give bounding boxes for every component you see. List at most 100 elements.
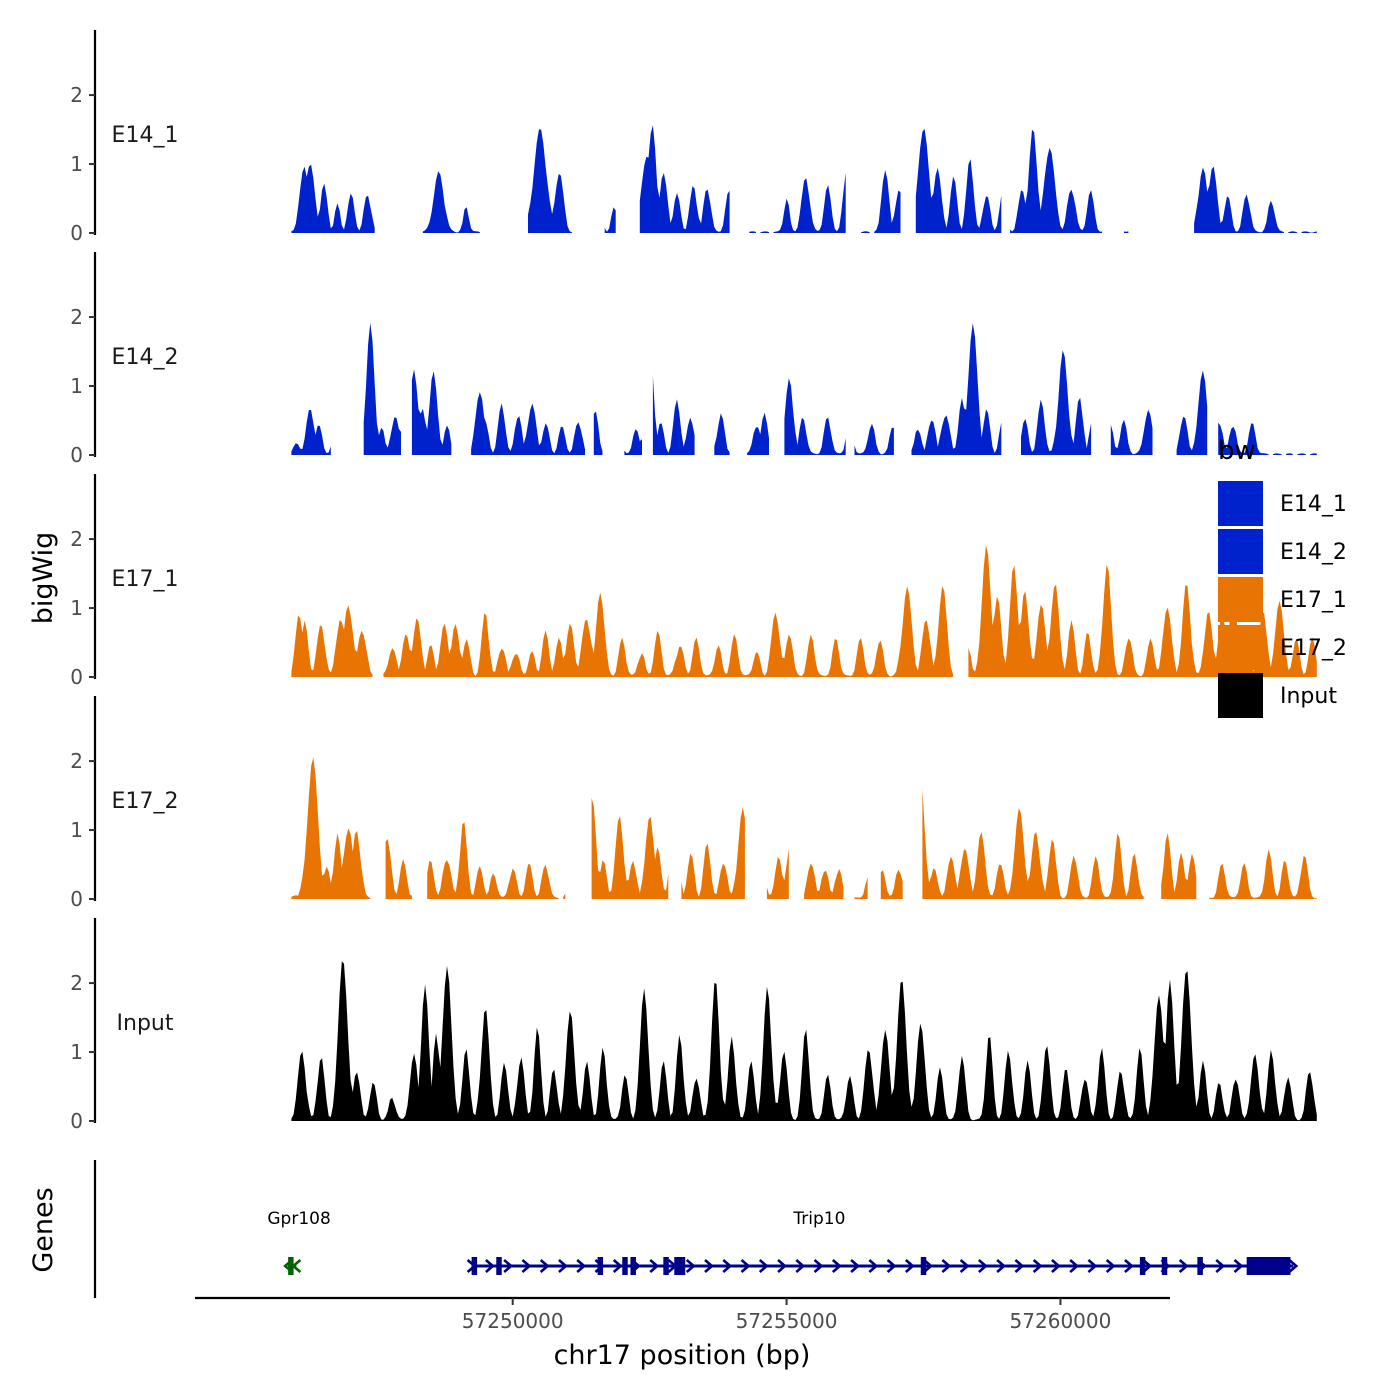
y-tick-label: 0 [70, 443, 83, 467]
signal-area [593, 411, 603, 455]
signal-area [714, 413, 730, 455]
strand-arrow [777, 1259, 788, 1273]
legend-label: Input [1280, 684, 1337, 709]
gene-label: Trip10 [792, 1209, 845, 1229]
signal-area [747, 412, 769, 455]
signal-area [591, 798, 669, 899]
gene-gpr108: Gpr108 [267, 1209, 331, 1275]
genes-axis-title: Genes [28, 1187, 59, 1272]
x-tick-label: 57260000 [1010, 1309, 1112, 1333]
signal-area [1110, 409, 1153, 455]
strand-arrow [868, 1259, 879, 1273]
signal-area [411, 369, 452, 455]
signal-area [854, 877, 868, 899]
signal-area [681, 807, 745, 899]
signal-area [760, 231, 769, 233]
y-tick-label: 1 [70, 596, 83, 620]
gene-exon [630, 1257, 636, 1275]
y-tick-label: 0 [70, 887, 83, 911]
signal-area [1288, 231, 1298, 233]
strand-arrow [923, 1259, 934, 1273]
strand-arrow [576, 1259, 587, 1273]
strand-arrow [886, 1259, 897, 1273]
signal-area [1194, 166, 1284, 233]
gene-exon [663, 1257, 669, 1275]
gene-trip10: Trip10 [466, 1209, 1299, 1275]
y-tick-label: 2 [70, 971, 83, 995]
strand-arrow [539, 1259, 550, 1273]
signal-area [766, 848, 789, 899]
legend-label: E17_1 [1280, 588, 1347, 613]
strand-arrow [941, 1259, 952, 1273]
strand-arrow [1288, 1259, 1299, 1273]
gene-exon [622, 1257, 628, 1275]
signal-area [427, 822, 559, 899]
y-tick-label: 1 [70, 152, 83, 176]
signal-area [291, 757, 371, 899]
signal-area [291, 961, 1317, 1121]
signal-area [1010, 129, 1103, 233]
y-tick-label: 0 [70, 665, 83, 689]
strand-arrow [558, 1259, 568, 1273]
y-tick-label: 2 [70, 305, 83, 329]
signal-area [874, 170, 901, 233]
signal-area [422, 171, 480, 233]
y-tick-label: 1 [70, 374, 83, 398]
legend: bw E14_1 E14_2 E17_1 E17_2 Input [1218, 436, 1347, 718]
y-tick-label: 0 [70, 221, 83, 245]
signal-area [385, 839, 412, 899]
signal-area [363, 322, 401, 455]
track-label: E17_1 [112, 567, 179, 592]
gene-exon [1246, 1257, 1291, 1275]
signal-area [652, 375, 695, 455]
y-tick-label: 0 [70, 1109, 83, 1133]
track-label: Input [117, 1011, 174, 1036]
signal-area [1176, 370, 1208, 455]
strand-arrow [758, 1259, 769, 1273]
signal-area [915, 128, 1002, 233]
signal-area [1218, 422, 1269, 455]
strand-arrow [831, 1259, 842, 1273]
track-input: 0 1 2 Input [70, 918, 1317, 1133]
strand-arrow [978, 1259, 988, 1273]
legend-label: E14_2 [1280, 540, 1347, 565]
gene-exon [471, 1257, 478, 1275]
gene-exon [1197, 1257, 1203, 1275]
gene-exon [1161, 1257, 1168, 1275]
signal-area [528, 129, 572, 233]
strand-arrow [1142, 1259, 1153, 1273]
strand-arrow [795, 1259, 806, 1273]
strand-arrow [704, 1259, 714, 1273]
signal-area [563, 893, 566, 899]
strand-arrow [685, 1259, 696, 1273]
y-tick-label: 1 [70, 1040, 83, 1064]
strand-arrow [1124, 1259, 1134, 1273]
signal-area [1310, 453, 1317, 455]
signal-area [911, 323, 1002, 455]
y-axis-title: bigWig [28, 532, 59, 625]
signal-area [624, 429, 642, 455]
strand-arrow [1087, 1259, 1098, 1273]
legend-label: E17_2 [1280, 636, 1347, 661]
gene-exon [1139, 1257, 1146, 1275]
gene-exon [288, 1257, 294, 1275]
strand-arrow [996, 1259, 1007, 1273]
signal-area [880, 869, 903, 899]
strand-arrow [904, 1259, 915, 1273]
strand-arrow [612, 1259, 623, 1273]
bigwig-tracks: 0 1 2 E14_1 0 1 2 E14_2 0 1 2 E17_1 0 1 2 E17_2 0 1 2 Input [70, 30, 1317, 1133]
signal-area [749, 231, 756, 233]
signal-area [1297, 453, 1306, 455]
track-e17-1: 0 1 2 E17_1 [70, 474, 1317, 689]
track-e17-2: 0 1 2 E17_2 [70, 696, 1317, 911]
legend-label: E14_1 [1280, 492, 1347, 517]
legend-title: bw [1218, 436, 1256, 466]
x-tick-label: 57255000 [736, 1309, 838, 1333]
signal-area [1273, 453, 1282, 455]
strand-arrow [722, 1259, 733, 1273]
legend-swatch [1218, 673, 1263, 718]
signal-area [968, 545, 1317, 677]
strand-arrow [1032, 1259, 1043, 1273]
strand-arrow [291, 1259, 302, 1273]
